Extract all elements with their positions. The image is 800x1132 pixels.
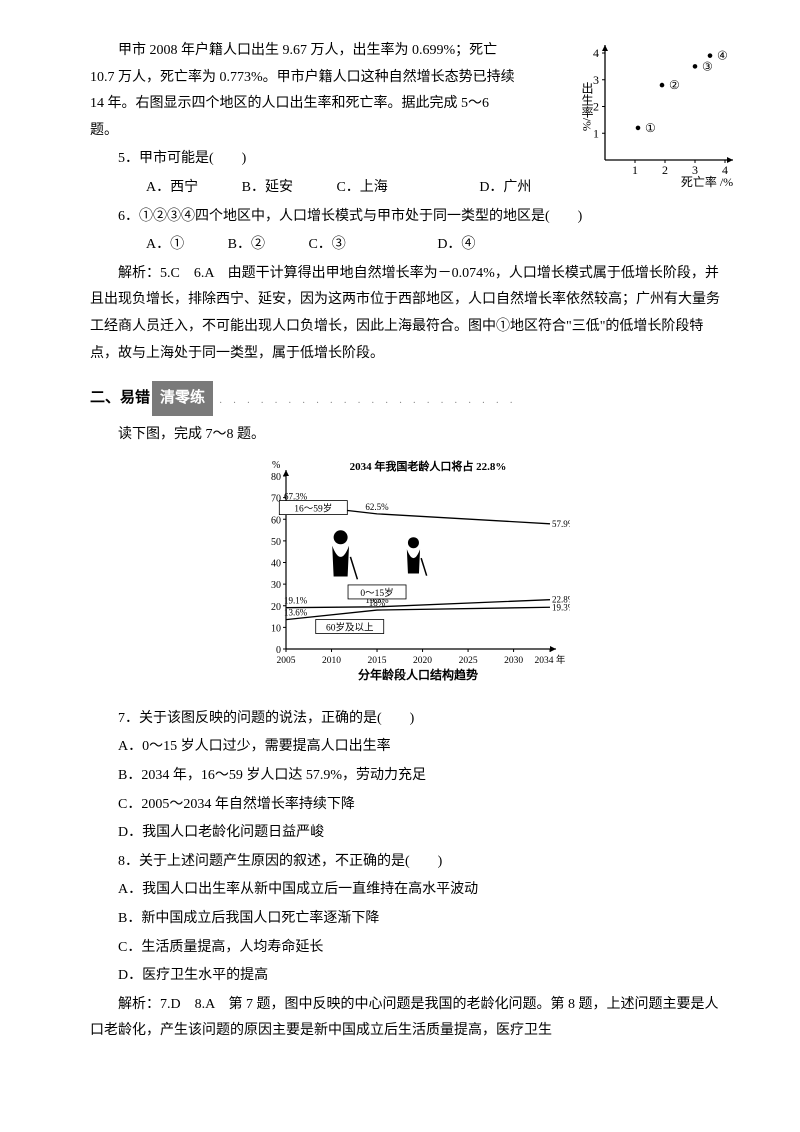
svg-text:19.1%: 19.1% <box>284 596 308 606</box>
svg-text:出生率/%: 出生率/% <box>580 81 594 131</box>
q6-c: C．③ <box>280 232 345 259</box>
age-chart-wrap: 01020304050607080%2005201020152020202520… <box>90 454 730 700</box>
svg-text:60岁及以上: 60岁及以上 <box>326 622 374 634</box>
svg-text:13.6%: 13.6% <box>284 608 308 618</box>
svg-text:2025: 2025 <box>459 656 478 666</box>
scatter-svg: 12341234出生率/%死亡率 /%①②③④ <box>575 38 740 188</box>
q5-c: C．上海 <box>308 175 387 202</box>
svg-text:4: 4 <box>593 46 599 60</box>
svg-text:2: 2 <box>662 163 668 177</box>
q6-b: B．② <box>200 232 265 259</box>
svg-text:③: ③ <box>702 59 713 73</box>
intro-text: 甲市 2008 年户籍人口出生 9.67 万人，出生率为 0.699%；死亡 1… <box>90 38 520 144</box>
svg-text:16～59岁: 16～59岁 <box>294 503 332 515</box>
q5-a: A．西宁 <box>118 175 198 202</box>
q8-stem: 8．关于上述问题产生原因的叙述，不正确的是( ) <box>90 849 730 876</box>
svg-text:18%: 18% <box>369 598 386 608</box>
section-2-dots: · · · · · · · · · · · · · · · · · · · · … <box>219 394 517 416</box>
svg-text:2034 年: 2034 年 <box>535 654 566 666</box>
q5-d: D．广州 <box>451 175 531 202</box>
section-2-badge: 清零练 <box>152 381 213 416</box>
section-2-header: 二、易错 清零练 · · · · · · · · · · · · · · · ·… <box>90 381 730 416</box>
svg-text:2030: 2030 <box>504 656 523 666</box>
explain-56: 解析：5.C 6.A 由题干计算得出甲地自然增长率为－0.074%，人口增长模式… <box>90 261 730 367</box>
svg-text:62.5%: 62.5% <box>365 502 389 512</box>
svg-text:①: ① <box>645 121 656 135</box>
q7-b: B．2034 年，16～59 岁人口达 57.9%，劳动力充足 <box>90 763 730 790</box>
q6-a: A．① <box>118 232 184 259</box>
q6-d: D．④ <box>409 232 475 259</box>
q7-c: C．2005～2034 年自然增长率持续下降 <box>90 792 730 819</box>
intro-block: 甲市 2008 年户籍人口出生 9.67 万人，出生率为 0.699%；死亡 1… <box>90 38 730 144</box>
section-2-left: 二、易错 <box>90 384 150 413</box>
svg-text:50: 50 <box>271 537 281 548</box>
svg-text:57.9%: 57.9% <box>552 519 570 529</box>
svg-text:20: 20 <box>271 602 281 613</box>
svg-text:死亡率 /%: 死亡率 /% <box>681 174 733 188</box>
svg-text:10: 10 <box>271 624 281 635</box>
svg-text:2010: 2010 <box>322 656 341 666</box>
svg-text:②: ② <box>669 78 680 92</box>
q6-stem: 6．①②③④四个地区中，人口增长模式与甲市处于同一类型的地区是( ) <box>90 204 730 231</box>
svg-text:30: 30 <box>271 580 281 591</box>
svg-text:2034 年我国老龄人口将占 22.8%: 2034 年我国老龄人口将占 22.8% <box>350 459 507 473</box>
svg-text:%: % <box>272 460 280 471</box>
svg-text:④: ④ <box>717 49 728 63</box>
q7-d: D．我国人口老龄化问题日益严峻 <box>90 820 730 847</box>
svg-text:2005: 2005 <box>277 656 296 666</box>
svg-text:2020: 2020 <box>413 656 432 666</box>
q7-stem: 7．关于该图反映的问题的说法，正确的是( ) <box>90 706 730 733</box>
q5-b: B．延安 <box>214 175 293 202</box>
q6-options: A．① B．② C．③ D．④ <box>90 232 730 259</box>
svg-text:分年龄段人口结构趋势: 分年龄段人口结构趋势 <box>358 667 478 682</box>
svg-text:60: 60 <box>271 515 281 526</box>
svg-text:19.3%: 19.3% <box>552 602 570 612</box>
svg-text:40: 40 <box>271 559 281 570</box>
q7-a: A．0～15 岁人口过少，需要提高人口出生率 <box>90 734 730 761</box>
svg-text:1: 1 <box>632 163 638 177</box>
age-chart: 01020304050607080%2005201020152020202520… <box>250 454 570 700</box>
svg-text:2015: 2015 <box>368 656 387 666</box>
q8-c: C．生活质量提高，人均寿命延长 <box>90 935 730 962</box>
q8-b: B．新中国成立后我国人口死亡率逐渐下降 <box>90 906 730 933</box>
svg-text:80: 80 <box>271 472 281 483</box>
age-svg: 01020304050607080%2005201020152020202520… <box>250 454 570 689</box>
q8-a: A．我国人口出生率从新中国成立后一直维持在高水平波动 <box>90 877 730 904</box>
svg-text:67.3%: 67.3% <box>284 492 308 502</box>
svg-text:0: 0 <box>276 645 281 656</box>
q8-d: D．医疗卫生水平的提高 <box>90 963 730 990</box>
lead-78: 读下图，完成 7～8 题。 <box>90 422 730 449</box>
explain-78: 解析：7.D 8.A 第 7 题，图中反映的中心问题是我国的老龄化问题。第 8 … <box>90 992 730 1045</box>
scatter-chart: 12341234出生率/%死亡率 /%①②③④ <box>575 38 740 188</box>
